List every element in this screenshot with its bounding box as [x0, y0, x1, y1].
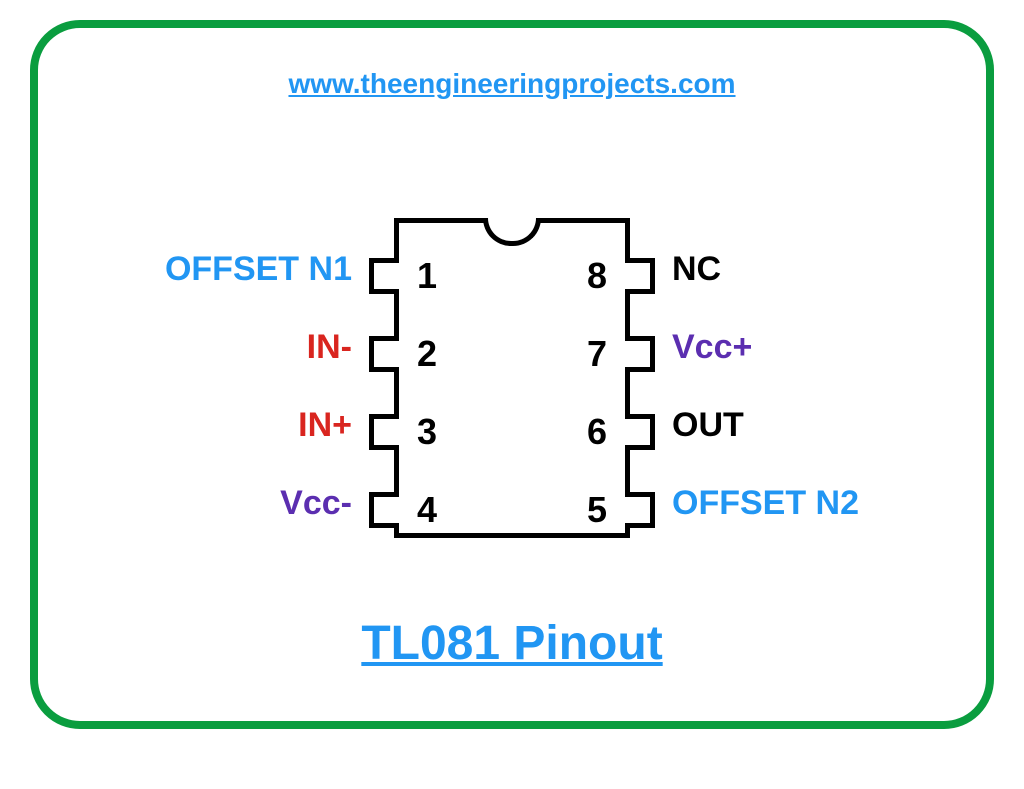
pin-number: 3	[417, 411, 437, 453]
chip-body: 1 2 3 4 8 7 6 5	[394, 218, 630, 538]
pin-number: 5	[587, 489, 607, 531]
pin-8-label: NC	[672, 250, 721, 289]
diagram-title: TL081 Pinout	[361, 616, 662, 671]
pin-number: 7	[587, 333, 607, 375]
pin-7-label: Vcc+	[672, 328, 752, 367]
pin-5-leg	[625, 492, 655, 528]
diagram-frame: www.theengineeringprojects.com 1 2 3 4 8…	[30, 20, 994, 729]
pin-number: 8	[587, 255, 607, 297]
website-url: www.theengineeringprojects.com	[288, 68, 735, 100]
chip-notch-icon	[483, 218, 541, 246]
pin-6-label: OUT	[672, 406, 744, 445]
pin-3-label: IN+	[298, 406, 352, 445]
pin-8-leg	[625, 258, 655, 294]
pin-1-label: OFFSET N1	[165, 250, 352, 289]
pin-number: 4	[417, 489, 437, 531]
pin-2-label: IN-	[307, 328, 352, 367]
pin-3-leg	[369, 414, 399, 450]
pin-number: 6	[587, 411, 607, 453]
pin-5-label: OFFSET N2	[672, 484, 859, 523]
pin-number: 2	[417, 333, 437, 375]
pin-1-leg	[369, 258, 399, 294]
pin-2-leg	[369, 336, 399, 372]
pin-4-leg	[369, 492, 399, 528]
pin-number: 1	[417, 255, 437, 297]
pin-7-leg	[625, 336, 655, 372]
chip-pinout-diagram: 1 2 3 4 8 7 6 5 OFFSET N1 IN- IN+ Vcc- N…	[162, 208, 862, 548]
pin-6-leg	[625, 414, 655, 450]
pin-4-label: Vcc-	[280, 484, 352, 523]
